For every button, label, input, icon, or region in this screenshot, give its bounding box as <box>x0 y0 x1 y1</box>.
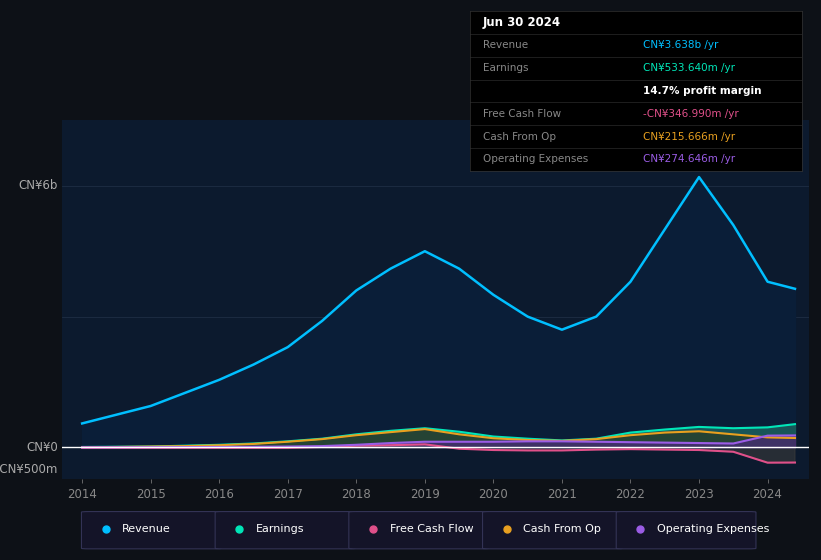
Text: CN¥215.666m /yr: CN¥215.666m /yr <box>643 132 735 142</box>
Text: 14.7% profit margin: 14.7% profit margin <box>643 86 761 96</box>
Text: Earnings: Earnings <box>256 524 305 534</box>
FancyBboxPatch shape <box>215 512 355 549</box>
Text: Revenue: Revenue <box>483 40 528 50</box>
Text: Operating Expenses: Operating Expenses <box>657 524 769 534</box>
Text: Jun 30 2024: Jun 30 2024 <box>483 16 561 29</box>
FancyBboxPatch shape <box>483 512 622 549</box>
FancyBboxPatch shape <box>349 512 488 549</box>
Text: Free Cash Flow: Free Cash Flow <box>483 109 561 119</box>
Text: CN¥0: CN¥0 <box>26 441 57 454</box>
Text: CN¥274.646m /yr: CN¥274.646m /yr <box>643 155 735 165</box>
Text: -CN¥346.990m /yr: -CN¥346.990m /yr <box>643 109 738 119</box>
FancyBboxPatch shape <box>617 512 756 549</box>
FancyBboxPatch shape <box>81 512 221 549</box>
Text: Revenue: Revenue <box>122 524 171 534</box>
Text: Earnings: Earnings <box>483 63 529 73</box>
Text: Cash From Op: Cash From Op <box>483 132 556 142</box>
Text: Free Cash Flow: Free Cash Flow <box>390 524 473 534</box>
Text: Operating Expenses: Operating Expenses <box>483 155 588 165</box>
Text: CN¥6b: CN¥6b <box>18 179 57 192</box>
Text: Cash From Op: Cash From Op <box>523 524 601 534</box>
Text: CN¥533.640m /yr: CN¥533.640m /yr <box>643 63 735 73</box>
Text: -CN¥500m: -CN¥500m <box>0 463 57 475</box>
Text: CN¥3.638b /yr: CN¥3.638b /yr <box>643 40 718 50</box>
